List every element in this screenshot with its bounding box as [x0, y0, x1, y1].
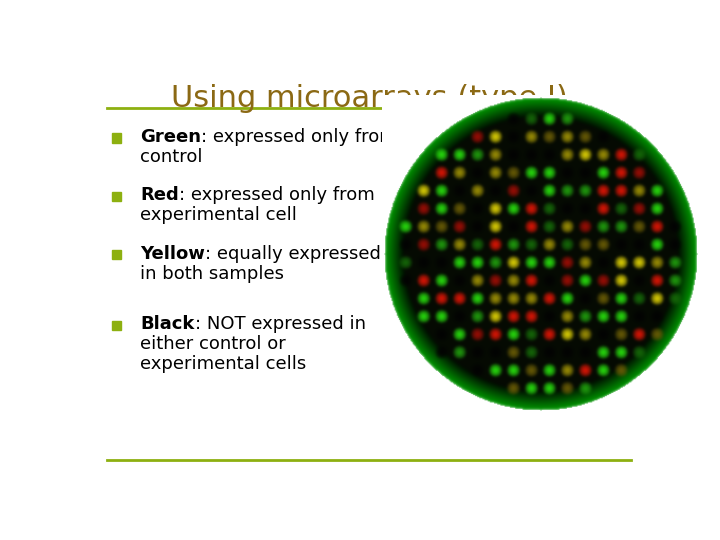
Text: : equally expressed: : equally expressed — [205, 245, 381, 262]
Text: either control or: either control or — [140, 335, 286, 353]
Text: Black: Black — [140, 315, 194, 333]
Bar — [112, 321, 121, 330]
Text: : NOT expressed in: : NOT expressed in — [194, 315, 366, 333]
Text: Red: Red — [140, 186, 179, 204]
Text: Green: Green — [140, 128, 201, 146]
Bar — [112, 192, 121, 201]
Text: Yellow: Yellow — [140, 245, 205, 262]
Text: experimental cell: experimental cell — [140, 206, 297, 224]
Text: : expressed only from: : expressed only from — [179, 186, 374, 204]
Bar — [112, 250, 121, 259]
Text: experimental cells: experimental cells — [140, 355, 307, 373]
Bar — [112, 133, 121, 143]
Text: : expressed only from: : expressed only from — [201, 128, 397, 146]
Text: Using microarrays (type I): Using microarrays (type I) — [171, 84, 567, 112]
Text: control: control — [140, 148, 203, 166]
Text: in both samples: in both samples — [140, 265, 284, 282]
